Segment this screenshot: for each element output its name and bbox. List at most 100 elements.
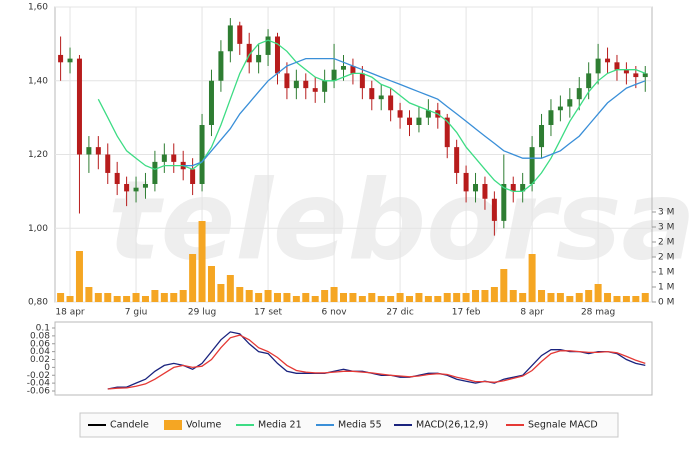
y-tick-label: 0.1 — [36, 324, 50, 334]
volume-bar — [207, 266, 215, 302]
candle-body — [444, 117, 450, 148]
y-tick-label: -0.04 — [27, 379, 51, 389]
volume-bar — [151, 290, 159, 302]
volume-bar — [481, 290, 489, 302]
candle-body — [331, 69, 337, 81]
candle-body — [633, 73, 639, 78]
x-tick-label: 7 giu — [125, 308, 148, 318]
y-tick-label: 1,20 — [28, 150, 48, 160]
x-tick-label: 17 feb — [452, 308, 481, 318]
volume-bar — [519, 293, 527, 302]
y2-tick-label: 1 M — [658, 268, 674, 278]
candle-body — [303, 80, 309, 89]
y2-tick-label: 3 M — [658, 208, 674, 218]
candle-body — [322, 80, 328, 92]
legend-label: Candele — [110, 420, 149, 431]
y-tick-label: 1,40 — [28, 76, 48, 86]
volume-bar — [160, 293, 168, 302]
volume-bar — [113, 296, 121, 302]
legend-label: Volume — [186, 420, 221, 431]
volume-bar — [453, 293, 461, 302]
volume-bar — [226, 275, 234, 302]
volume-bar — [462, 293, 470, 302]
candle-body — [482, 184, 488, 199]
volume-bar — [528, 254, 536, 302]
candle-body — [463, 172, 469, 192]
volume-bar — [170, 293, 178, 302]
volume-bar — [490, 287, 498, 302]
candle-body — [567, 99, 573, 107]
volume-bar — [472, 290, 480, 302]
y-tick-label: 0 — [44, 363, 50, 373]
candle-body — [388, 95, 394, 111]
y2-tick-label: 1 M — [658, 283, 674, 293]
volume-bar — [85, 287, 93, 302]
volume-bar — [349, 293, 357, 302]
candle-body — [161, 154, 167, 162]
x-tick-label: 29 lug — [188, 308, 216, 318]
candle-body — [369, 88, 375, 100]
volume-bar — [302, 293, 310, 302]
candle-body — [341, 66, 346, 70]
y2-tick-label: 3 M — [658, 223, 674, 233]
volume-bar — [566, 296, 574, 302]
y2-tick-label: 2 M — [658, 238, 674, 248]
volume-bar — [321, 290, 329, 302]
candle-body — [133, 187, 139, 192]
volume-bar — [509, 290, 517, 302]
volume-bar — [94, 293, 102, 302]
volume-bar — [292, 296, 300, 302]
volume-bar — [594, 284, 602, 302]
y-tick-label: 0.06 — [30, 339, 50, 349]
volume-bar — [104, 293, 112, 302]
watermark: teleborsa — [108, 156, 696, 284]
volume-bar — [547, 293, 555, 302]
y-tick-label: 1,60 — [28, 3, 48, 13]
x-tick-label: 28 mag — [581, 308, 615, 318]
volume-bar — [585, 290, 593, 302]
y2-tick-label: 0 M — [658, 298, 674, 308]
candle-body — [105, 154, 111, 173]
candle-body — [142, 184, 148, 188]
volume-bar — [443, 293, 451, 302]
volume-bar — [283, 293, 291, 302]
candle-body — [397, 110, 403, 118]
candle-body — [501, 184, 507, 221]
legend-label: Segnale MACD — [528, 420, 598, 431]
candle-body — [454, 147, 460, 173]
candle-body — [246, 43, 252, 63]
y-tick-label: 1,00 — [28, 224, 48, 234]
candle-body — [218, 51, 224, 81]
volume-bar — [57, 293, 65, 302]
volume-bar — [330, 287, 338, 302]
volume-bar — [424, 296, 432, 302]
candle-body — [557, 106, 563, 111]
y-tick-label: 0.04 — [30, 347, 50, 357]
candle-body — [350, 66, 356, 74]
candle-body — [378, 95, 384, 100]
volume-bar — [236, 287, 244, 302]
candle-body — [114, 172, 120, 184]
candle-body — [265, 36, 271, 55]
volume-bar — [396, 293, 404, 302]
volume-bar — [575, 293, 583, 302]
volume-bar — [358, 296, 366, 302]
y-tick-label: 0,80 — [28, 298, 48, 308]
x-tick-label: 8 apr — [520, 308, 544, 318]
volume-bar — [123, 296, 131, 302]
legend-label: Media 55 — [338, 420, 382, 431]
candle-body — [152, 161, 158, 184]
legend-label: MACD(26,12,9) — [416, 420, 488, 431]
moving-average — [97, 39, 646, 193]
candle-body — [274, 36, 280, 74]
volume-bar — [368, 293, 376, 302]
y-tick-label: 0.08 — [30, 331, 50, 341]
candle-body — [95, 147, 101, 155]
volume-bar — [264, 290, 272, 302]
volume-bar — [179, 290, 187, 302]
candle-body — [407, 117, 413, 125]
candle-body — [67, 58, 73, 63]
volume-bar — [245, 290, 253, 302]
candle-body — [124, 184, 130, 192]
